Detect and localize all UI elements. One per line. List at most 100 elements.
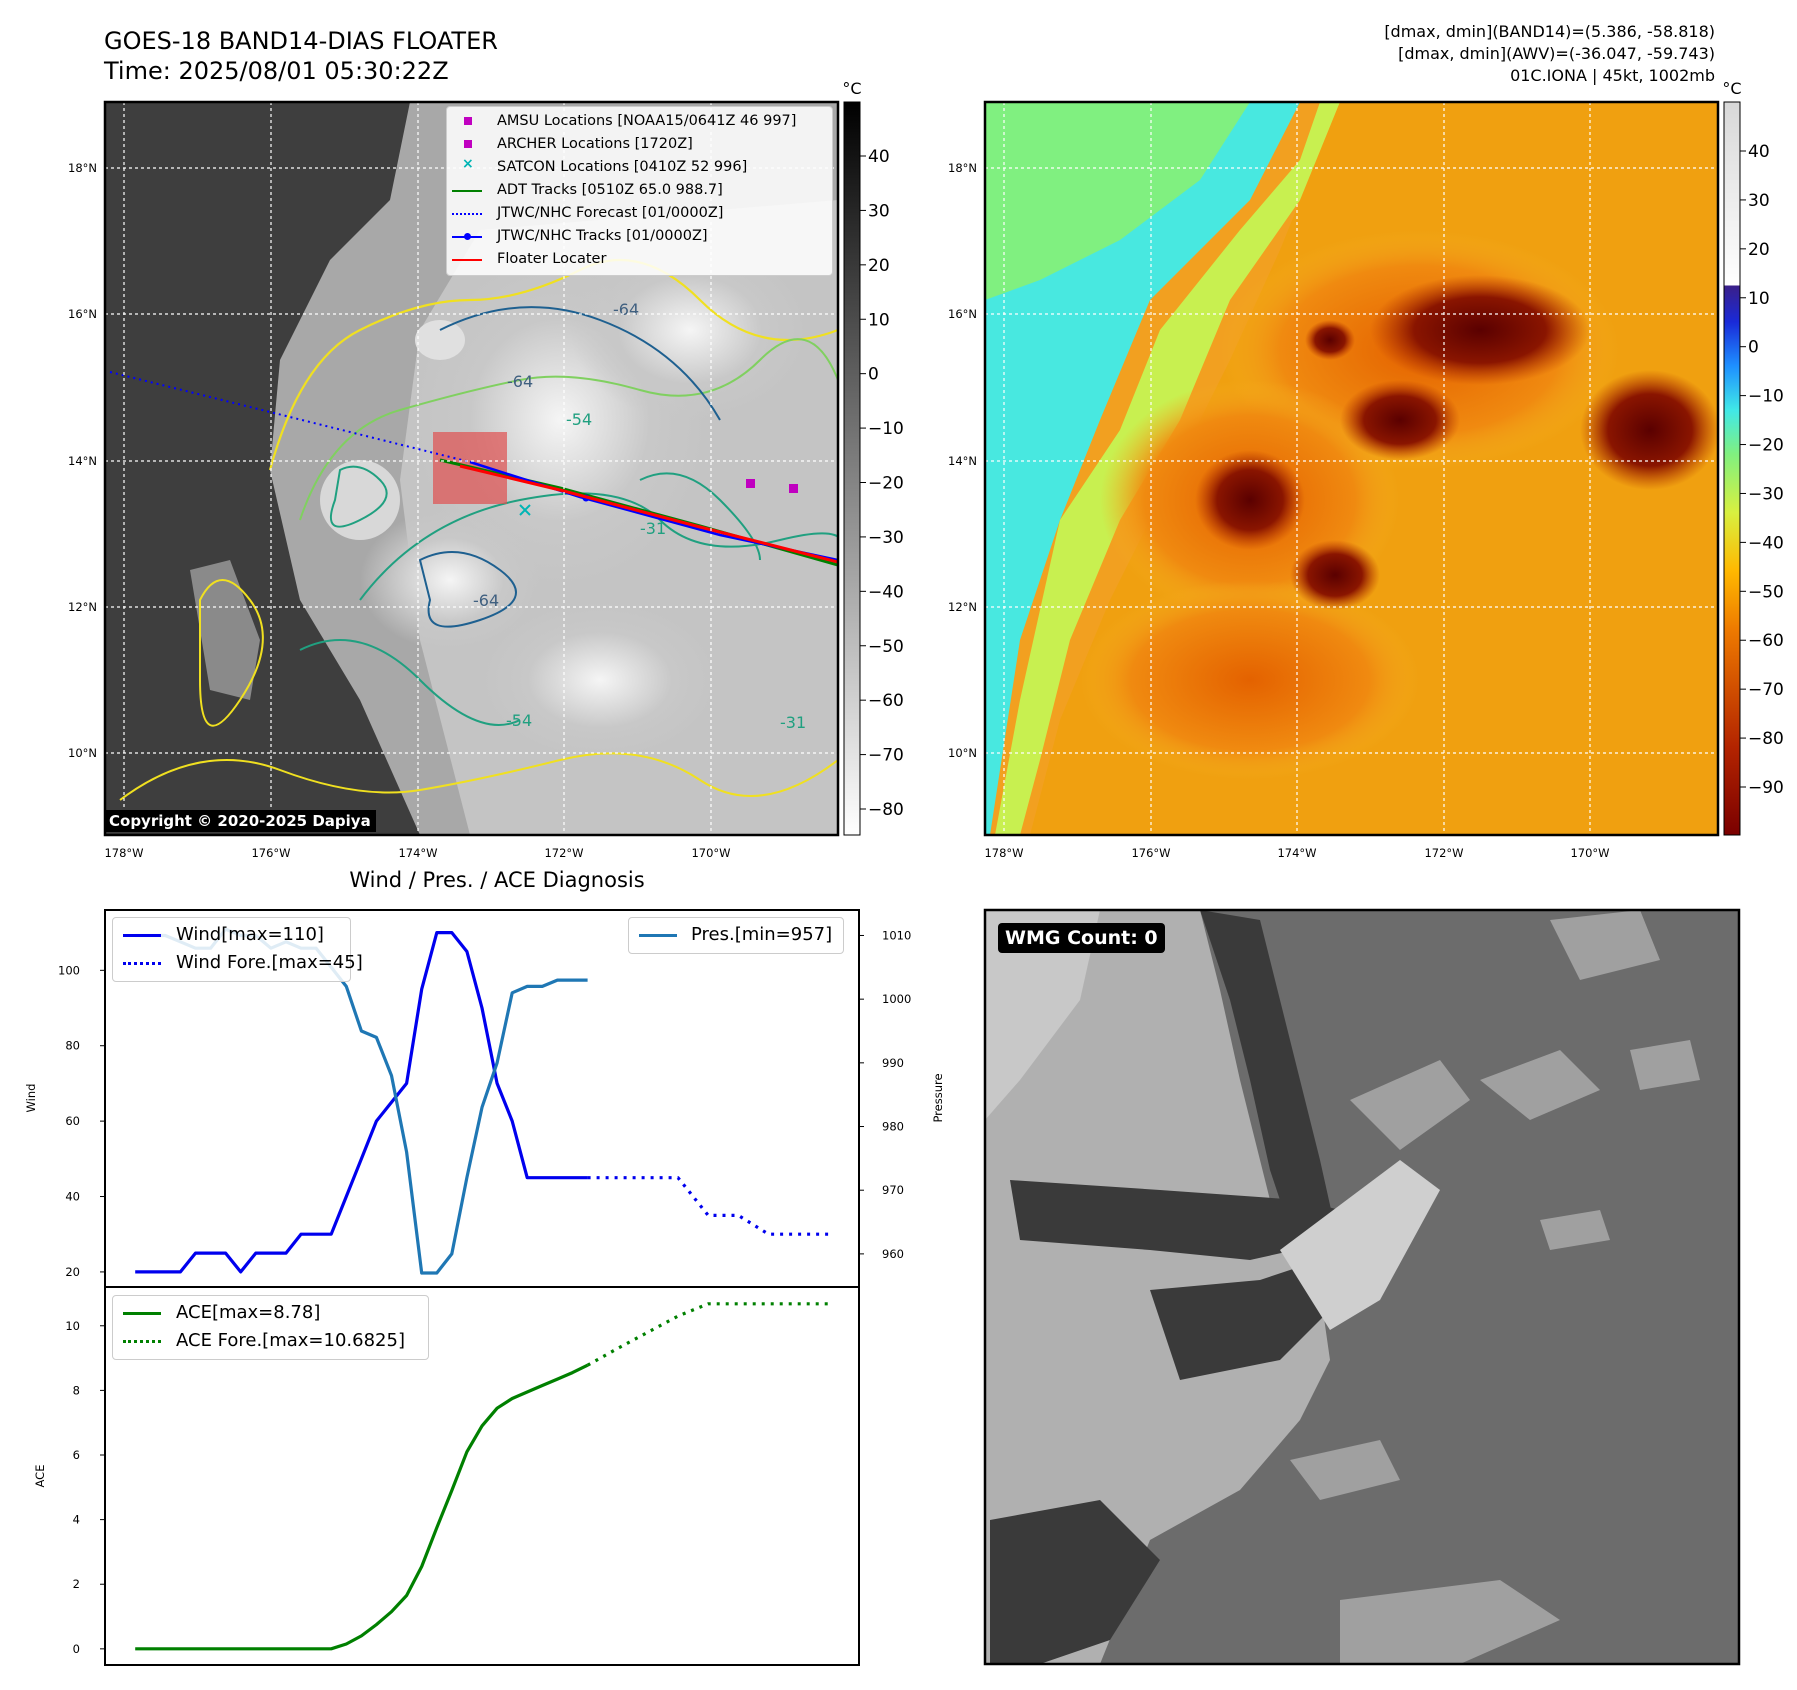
colorbar-tick-label: −20 (1748, 436, 1784, 456)
dotted-line-icon (123, 1340, 161, 1343)
ace-axis-ticks: 0 2 4 6 8 10 (65, 1319, 105, 1656)
contour-label: -64 (507, 372, 533, 391)
amsu-marker (746, 479, 755, 488)
pressure-tick-label: 1010 (882, 928, 911, 942)
colorbar-tick-label: 10 (1748, 289, 1770, 309)
legend-wind-fore: Wind Fore.[max=45] (176, 952, 363, 973)
legend-ace-fore: ACE Fore.[max=10.6825] (176, 1330, 405, 1351)
colorbar-tick-label: 20 (868, 256, 890, 276)
left-colorbar-ticks: 40 30 20 10 0 −10 −20 −30 −40 −50 −60 −70 −80 (860, 147, 904, 820)
lon-tick-label: 170°W (1570, 846, 1609, 860)
pressure-tick-label: 980 (882, 1120, 904, 1134)
lon-tick-label: 176°W (251, 846, 290, 860)
x-marker-icon: × (462, 156, 474, 172)
legend-wind: Wind[max=110] (176, 924, 324, 945)
colorbar-tick-label: −50 (868, 637, 904, 657)
colorbar-tick-label: 0 (868, 365, 879, 385)
colorbar-tick-label: −30 (868, 528, 904, 548)
floater-locater-track (459, 464, 838, 564)
contour-label: -64 (473, 591, 499, 610)
colorbar-tick-label: −60 (1748, 631, 1784, 651)
archer-marker (789, 484, 798, 493)
legend-item-satcon: × SATCON Locations [0410Z 52 996] (462, 156, 748, 175)
right-colorbar-unit: °C (1722, 79, 1741, 98)
wmg-count-badge: WMG Count: 0 (998, 923, 1165, 953)
right-colorbar-ticks: 40 30 20 10 0 −10 −20 −30 −40 −50 −60 −70 −80 −90 (1740, 142, 1784, 798)
wind-tick-label: 40 (65, 1190, 80, 1204)
right-enhanced-map (985, 102, 1718, 835)
lat-tick-label: 16°N (68, 307, 97, 321)
lat-tick-label: 10°N (68, 746, 97, 760)
series-line-wind (135, 930, 588, 1274)
wind-tick-label: 80 (65, 1039, 80, 1053)
lon-tick-label: 172°W (544, 846, 583, 860)
lat-tick-label: 10°N (948, 746, 977, 760)
ace-tick-label: 6 (73, 1448, 80, 1462)
pressure-tick-label: 1000 (882, 992, 911, 1006)
pressure-tick-label: 990 (882, 1056, 904, 1070)
dotted-line-icon (452, 213, 482, 215)
wind-tick-label: 100 (58, 963, 80, 977)
ace-tick-label: 10 (65, 1319, 80, 1333)
lon-tick-label: 174°W (1277, 846, 1316, 860)
square-marker-icon (464, 140, 472, 148)
solid-line-icon (452, 190, 482, 192)
series-line-ace-forecast (586, 1302, 829, 1367)
lon-tick-label: 170°W (691, 846, 730, 860)
colorbar-tick-label: −90 (1748, 778, 1784, 798)
ace-tick-label: 0 (73, 1642, 80, 1656)
colorbar-tick-label: 40 (1748, 142, 1770, 162)
lon-tick-label: 176°W (1131, 846, 1170, 860)
map-grid (985, 102, 1718, 835)
info-storm: 01C.IONA | 45kt, 1002mb (1510, 66, 1715, 85)
colorbar-tick-label: −80 (1748, 729, 1784, 749)
legend-item-floater: Floater Locater (447, 251, 606, 327)
series-line-ace (135, 1363, 589, 1651)
lat-tick-label: 12°N (68, 600, 97, 614)
copyright-label: Copyright © 2020-2025 Dapiya (104, 810, 376, 832)
colorbar-tick-label: 0 (1748, 338, 1759, 358)
map-axis-ticks: 178°W 178°W 176°W 176°W 174°W 174°W 172°W 172°W… (68, 161, 1610, 860)
colorbar-tick-label: 30 (868, 201, 890, 221)
contour-label: -54 (566, 410, 592, 429)
lon-tick-label: 172°W (1424, 846, 1463, 860)
info-awv: [dmax, dmin](AWV)=(-36.047, -59.743) (1398, 44, 1715, 63)
pressure-tick-label: 960 (882, 1247, 904, 1261)
legend-item-amsu: AMSU Locations [NOAA15/0641Z 46 997] (447, 113, 796, 189)
lat-tick-label: 18°N (68, 161, 97, 175)
pressure-axis-label: Pressure (931, 1073, 945, 1122)
colorbar-tick-label: −20 (868, 474, 904, 494)
page-title: GOES-18 BAND14-DIAS FLOATER (104, 27, 498, 55)
solid-line-icon (639, 934, 677, 937)
lat-tick-label: 14°N (68, 454, 97, 468)
ace-tick-label: 8 (73, 1383, 80, 1397)
legend-item-jtwc-forecast: JTWC/NHC Forecast [01/0000Z] (447, 205, 723, 281)
colorbar-tick-label: −40 (868, 582, 904, 602)
contour-label: -31 (780, 713, 806, 732)
wind-tick-label: 60 (65, 1114, 80, 1128)
lon-tick-label: 178°W (984, 846, 1023, 860)
colorbar-tick-label: 40 (868, 147, 890, 167)
legend-item-jtwc-tracks: JTWC/NHC Tracks [01/0000Z] (447, 228, 708, 323)
lat-tick-label: 18°N (948, 161, 977, 175)
ace-tick-label: 2 (73, 1577, 80, 1591)
wmg-panel (985, 910, 1739, 1664)
ace-axis-label: ACE (33, 1465, 47, 1488)
pressure-legend: Pres.[min=957] (628, 917, 844, 954)
contour-label: -31 (640, 519, 666, 538)
colorbar-tick-label: 20 (1748, 240, 1770, 260)
contour-label: -54 (506, 711, 532, 730)
info-band14: [dmax, dmin](BAND14)=(5.386, -58.818) (1384, 22, 1715, 41)
map-legend: AMSU Locations [NOAA15/0641Z 46 997] ARC… (446, 106, 833, 276)
solid-line-icon (123, 934, 161, 937)
pressure-tick-label: 970 (882, 1183, 904, 1197)
colorbar-tick-label: −10 (868, 419, 904, 439)
ace-tick-label: 4 (73, 1513, 80, 1527)
legend-ace: ACE[max=8.78] (176, 1302, 321, 1323)
solid-line-icon (123, 1312, 161, 1315)
satcon-marker (519, 504, 531, 516)
lat-tick-label: 14°N (948, 454, 977, 468)
legend-item-archer: ARCHER Locations [1720Z] (447, 136, 693, 212)
colorbar-tick-label: 30 (1748, 191, 1770, 211)
wind-axis-ticks: 20 40 60 80 100 960 970 980 990 1000 1010 (58, 928, 911, 1278)
